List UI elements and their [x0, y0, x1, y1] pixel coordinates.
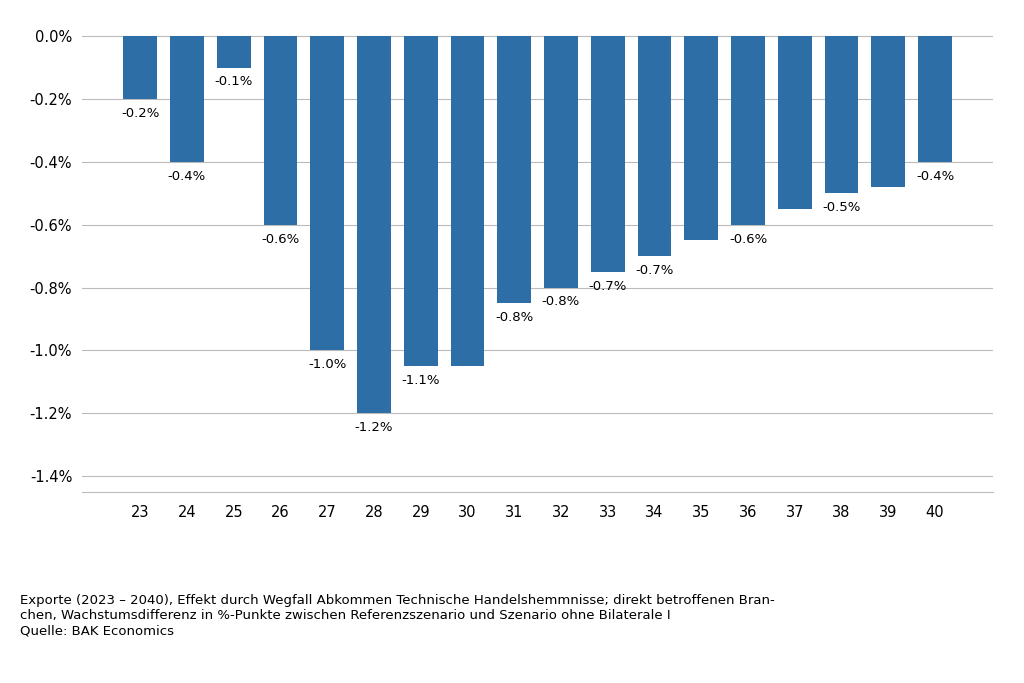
Bar: [684, 36, 718, 240]
Text: -0.8%: -0.8%: [542, 295, 581, 309]
Text: -0.7%: -0.7%: [635, 264, 674, 277]
Bar: [217, 36, 251, 68]
Bar: [778, 36, 812, 209]
Bar: [871, 36, 905, 187]
Bar: [919, 36, 952, 162]
Bar: [170, 36, 204, 162]
Text: -1.0%: -1.0%: [308, 358, 346, 372]
Bar: [357, 36, 391, 413]
Text: -0.1%: -0.1%: [214, 76, 253, 89]
Text: -0.2%: -0.2%: [121, 107, 160, 120]
Bar: [403, 36, 437, 366]
Text: -0.4%: -0.4%: [915, 169, 954, 183]
Text: -0.7%: -0.7%: [589, 280, 627, 293]
Bar: [731, 36, 765, 225]
Bar: [263, 36, 297, 225]
Text: -0.6%: -0.6%: [729, 232, 767, 246]
Bar: [498, 36, 531, 303]
Bar: [824, 36, 858, 193]
Bar: [544, 36, 578, 288]
Bar: [451, 36, 484, 366]
Bar: [123, 36, 157, 99]
Text: -1.2%: -1.2%: [354, 421, 393, 434]
Bar: [591, 36, 625, 272]
Text: -0.8%: -0.8%: [495, 311, 534, 324]
Bar: [638, 36, 672, 256]
Text: -0.5%: -0.5%: [822, 201, 861, 214]
Text: -0.4%: -0.4%: [168, 169, 206, 183]
Bar: [310, 36, 344, 350]
Text: -0.6%: -0.6%: [261, 232, 300, 246]
Text: -1.1%: -1.1%: [401, 374, 440, 387]
Text: Exporte (2023 – 2040), Effekt durch Wegfall Abkommen Technische Handelshemmnisse: Exporte (2023 – 2040), Effekt durch Wegf…: [20, 594, 775, 637]
